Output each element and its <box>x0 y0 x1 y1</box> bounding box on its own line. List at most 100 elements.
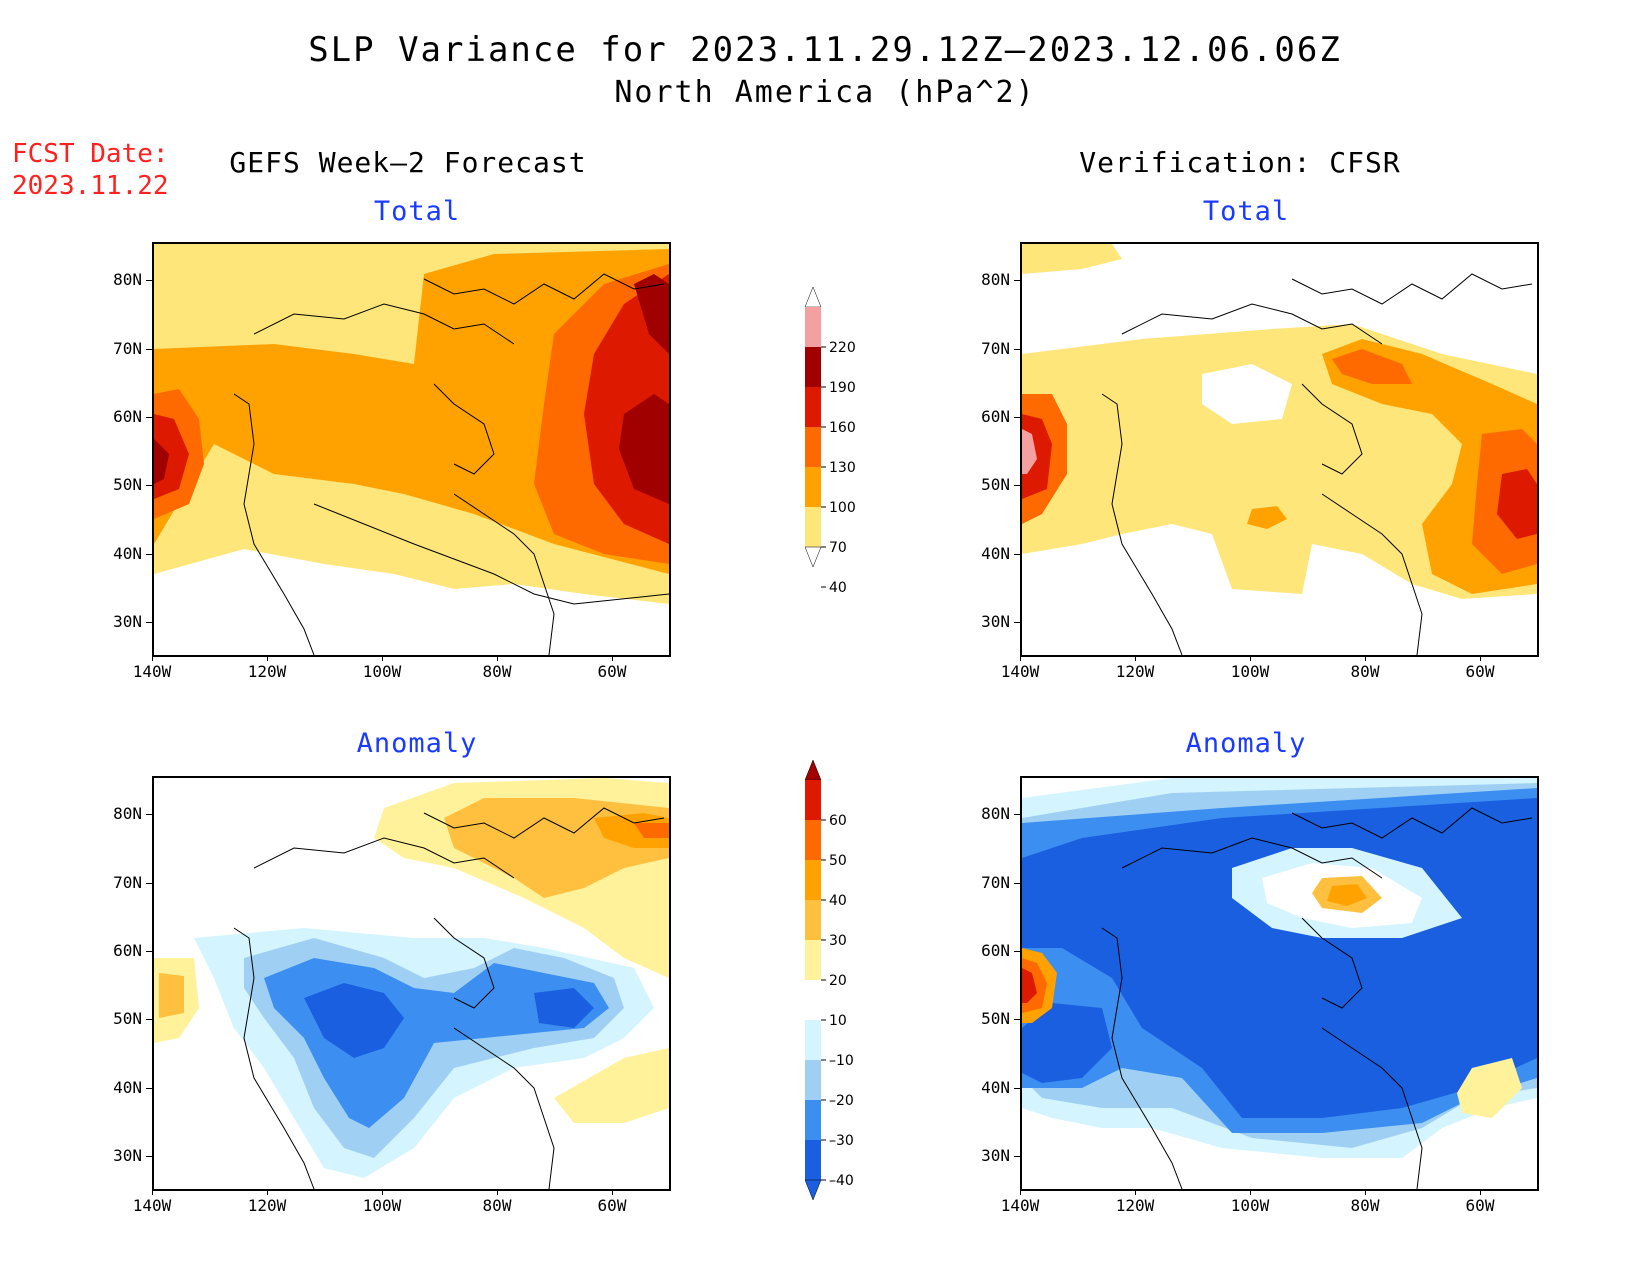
anomaly-colorbar-segment <box>805 980 821 1020</box>
total-colorbar-svg: 220 190 160 130 100 70 40 <box>804 286 856 596</box>
lon-tick <box>1135 1189 1136 1195</box>
lat-label: 60N <box>113 941 142 960</box>
lat-label: 50N <box>981 1009 1010 1028</box>
lon-label: 120W <box>1115 1196 1155 1215</box>
lat-tick <box>146 1088 152 1089</box>
lon-tick <box>497 655 498 661</box>
lat-tick <box>146 1156 152 1157</box>
lon-label: 100W <box>1230 662 1270 681</box>
total-colorbar-label: 160 <box>829 420 856 436</box>
lat-label: 50N <box>113 475 142 494</box>
lat-tick <box>1014 280 1020 281</box>
lon-label: 140W <box>132 662 172 681</box>
anomaly-colorbar-bottom-arrow <box>804 1179 822 1201</box>
lon-label: 60W <box>597 1196 627 1215</box>
lat-label: 80N <box>981 270 1010 289</box>
lon-tick <box>1365 655 1366 661</box>
anomaly-colorbar-segment <box>805 860 821 900</box>
anomaly-colorbar-label: 30 <box>829 933 847 949</box>
lat-label: 70N <box>981 873 1010 892</box>
anomaly-colorbar-segment <box>805 1060 821 1100</box>
anomaly-colorbar-segment <box>805 1100 821 1140</box>
lat-tick <box>1014 883 1020 884</box>
lat-tick <box>146 883 152 884</box>
lon-label: 140W <box>1000 1196 1040 1215</box>
lat-tick <box>1014 485 1020 486</box>
lon-tick <box>267 1189 268 1195</box>
lon-tick <box>1250 655 1251 661</box>
left-column-title: GEFS Week–2 Forecast <box>229 146 587 179</box>
lon-label: 120W <box>247 1196 287 1215</box>
lat-label: 40N <box>113 544 142 563</box>
lat-label: 40N <box>981 1078 1010 1097</box>
fcst-date-value: 2023.11.22 <box>12 171 169 201</box>
lon-label: 100W <box>1230 1196 1270 1215</box>
lon-label: 100W <box>362 662 402 681</box>
anomaly-colorbar-top-arrow <box>804 759 822 781</box>
lon-tick <box>152 655 153 661</box>
lat-tick <box>1014 417 1020 418</box>
lat-tick <box>146 349 152 350</box>
lat-label: 80N <box>981 804 1010 823</box>
lat-label: 30N <box>981 1146 1010 1165</box>
lat-label: 30N <box>113 612 142 631</box>
total-colorbar-segment <box>805 307 821 347</box>
panel-title-br: Anomaly <box>1185 728 1307 759</box>
lat-label: 80N <box>113 804 142 823</box>
lon-tick <box>1020 655 1021 661</box>
lat-label: 60N <box>981 941 1010 960</box>
lat-tick <box>146 280 152 281</box>
lat-label: 30N <box>113 1146 142 1165</box>
total-colorbar-segment <box>805 467 821 507</box>
lon-tick <box>612 1189 613 1195</box>
lat-label: 50N <box>981 475 1010 494</box>
total-colorbar-top-arrow <box>804 286 822 308</box>
lon-label: 100W <box>362 1196 402 1215</box>
lat-tick <box>1014 349 1020 350</box>
anomaly-colorbar-label: 50 <box>829 853 847 869</box>
lat-tick <box>146 951 152 952</box>
map-forecast-anomaly <box>152 776 671 1191</box>
lat-tick <box>146 814 152 815</box>
total-colorbar-segment <box>805 387 821 427</box>
lon-label: 80W <box>1350 1196 1380 1215</box>
lat-label: 70N <box>113 873 142 892</box>
lon-tick <box>1020 1189 1021 1195</box>
total-colorbar-label: 100 <box>829 500 856 516</box>
anomaly-colorbar-label: 60 <box>829 813 847 829</box>
lon-tick <box>1365 1189 1366 1195</box>
lon-tick <box>1480 655 1481 661</box>
anomaly-colorbar-label: 20 <box>829 973 847 989</box>
total-colorbar: 220 190 160 130 100 70 40 <box>804 286 885 617</box>
lon-tick <box>267 655 268 661</box>
total-colorbar-label: 190 <box>829 380 856 396</box>
main-title: SLP Variance for 2023.11.29.12Z–2023.12.… <box>308 30 1342 70</box>
total-colorbar-label: 220 <box>829 340 856 356</box>
fcst-date-label: FCST Date: 2023.11.22 <box>12 138 169 202</box>
lon-label: 120W <box>247 662 287 681</box>
lon-label: 80W <box>1350 662 1380 681</box>
lon-label: 80W <box>482 1196 512 1215</box>
panel-title-tl: Total <box>373 196 461 227</box>
total-colorbar-label: 130 <box>829 460 856 476</box>
anomaly-colorbar-segment <box>805 1020 821 1060</box>
anomaly-colorbar-label: –20 <box>829 1093 854 1109</box>
anomaly-colorbar-svg: 60 50 40 30 20 10 –10 –20 –30 –40 <box>804 759 854 1201</box>
lon-label: 60W <box>1465 1196 1495 1215</box>
lat-label: 30N <box>981 612 1010 631</box>
anomaly-colorbar-segment <box>805 900 821 940</box>
lat-label: 40N <box>981 544 1010 563</box>
total-colorbar-segment <box>805 347 821 387</box>
total-colorbar-segment <box>805 427 821 467</box>
lat-tick <box>1014 951 1020 952</box>
lon-tick <box>1135 655 1136 661</box>
anomaly-colorbar-segment <box>805 940 821 980</box>
lat-tick <box>1014 622 1020 623</box>
map-verification-anomaly <box>1020 776 1539 1191</box>
lat-tick <box>146 554 152 555</box>
main-subtitle: North America (hPa^2) <box>614 75 1036 110</box>
anomaly-colorbar-segment <box>805 780 821 820</box>
map-verification-total <box>1020 242 1539 657</box>
anomaly-colorbar: 60 50 40 30 20 10 –10 –20 –30 –40 <box>804 759 885 1210</box>
anomaly-colorbar-label: –40 <box>829 1173 854 1189</box>
